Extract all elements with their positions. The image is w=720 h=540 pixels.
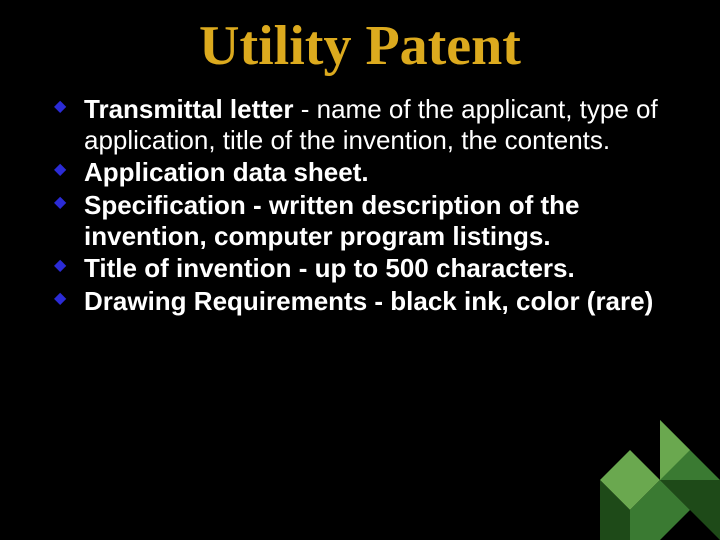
list-item: Title of invention - up to 500 character… — [80, 253, 660, 284]
slide: Utility Patent Transmittal letter - name… — [0, 0, 720, 540]
list-item: Specification - written description of t… — [80, 190, 660, 251]
slide-title: Utility Patent — [0, 0, 720, 88]
item-bold: Specification - written description of t… — [84, 190, 580, 251]
item-bold: Application data sheet. — [84, 157, 369, 187]
list-item: Drawing Requirements - black ink, color … — [80, 286, 660, 317]
item-bold: Transmittal letter — [84, 94, 294, 124]
tangram-icon — [570, 390, 720, 540]
list-item: Application data sheet. — [80, 157, 660, 188]
bullet-list: Transmittal letter - name of the applica… — [0, 88, 720, 317]
item-bold: Title of invention - up to 500 character… — [84, 253, 575, 283]
list-item: Transmittal letter - name of the applica… — [80, 94, 660, 155]
item-bold: Drawing Requirements - black ink, color … — [84, 286, 653, 316]
